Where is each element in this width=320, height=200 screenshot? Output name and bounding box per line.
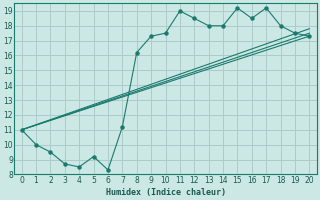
X-axis label: Humidex (Indice chaleur): Humidex (Indice chaleur): [106, 188, 226, 197]
